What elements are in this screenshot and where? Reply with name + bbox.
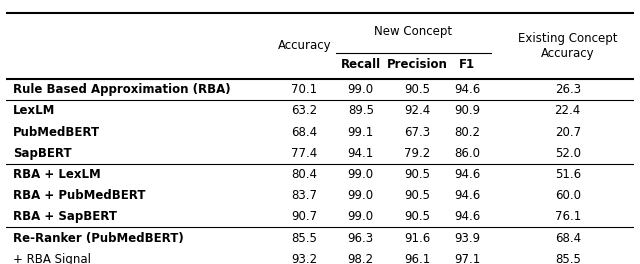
Text: Recall: Recall (340, 58, 381, 71)
Text: RBA + SapBERT: RBA + SapBERT (13, 210, 116, 223)
Text: 94.6: 94.6 (454, 168, 481, 181)
Text: 79.2: 79.2 (404, 147, 430, 160)
Text: 93.2: 93.2 (291, 253, 317, 264)
Text: Re-Ranker (PubMedBERT): Re-Ranker (PubMedBERT) (13, 232, 184, 244)
Text: PubMedBERT: PubMedBERT (13, 125, 100, 139)
Text: 22.4: 22.4 (555, 104, 581, 117)
Text: 76.1: 76.1 (555, 210, 581, 223)
Text: 99.0: 99.0 (348, 83, 374, 96)
Text: 94.6: 94.6 (454, 189, 481, 202)
Text: 20.7: 20.7 (555, 125, 581, 139)
Text: 67.3: 67.3 (404, 125, 430, 139)
Text: 85.5: 85.5 (555, 253, 580, 264)
Text: Existing Concept
Accuracy: Existing Concept Accuracy (518, 32, 618, 60)
Text: Accuracy: Accuracy (278, 40, 331, 53)
Text: 89.5: 89.5 (348, 104, 374, 117)
Text: 77.4: 77.4 (291, 147, 317, 160)
Text: 91.6: 91.6 (404, 232, 430, 244)
Text: 99.0: 99.0 (348, 210, 374, 223)
Text: 80.2: 80.2 (454, 125, 481, 139)
Text: 52.0: 52.0 (555, 147, 580, 160)
Text: 85.5: 85.5 (291, 232, 317, 244)
Text: 83.7: 83.7 (291, 189, 317, 202)
Text: 86.0: 86.0 (454, 147, 481, 160)
Text: 90.5: 90.5 (404, 210, 430, 223)
Text: 94.1: 94.1 (348, 147, 374, 160)
Text: 90.5: 90.5 (404, 189, 430, 202)
Text: 68.4: 68.4 (555, 232, 581, 244)
Text: 70.1: 70.1 (291, 83, 317, 96)
Text: 98.2: 98.2 (348, 253, 374, 264)
Text: Rule Based Approximation (RBA): Rule Based Approximation (RBA) (13, 83, 230, 96)
Text: 93.9: 93.9 (454, 232, 481, 244)
Text: 60.0: 60.0 (555, 189, 580, 202)
Text: 99.1: 99.1 (348, 125, 374, 139)
Text: SapBERT: SapBERT (13, 147, 71, 160)
Text: 26.3: 26.3 (555, 83, 581, 96)
Text: + RBA Signal: + RBA Signal (13, 253, 91, 264)
Text: 90.5: 90.5 (404, 168, 430, 181)
Text: 94.6: 94.6 (454, 83, 481, 96)
Text: 90.5: 90.5 (404, 83, 430, 96)
Text: RBA + PubMedBERT: RBA + PubMedBERT (13, 189, 145, 202)
Text: 51.6: 51.6 (555, 168, 581, 181)
Text: 96.1: 96.1 (404, 253, 430, 264)
Text: RBA + LexLM: RBA + LexLM (13, 168, 100, 181)
Text: 99.0: 99.0 (348, 189, 374, 202)
Text: 90.9: 90.9 (454, 104, 481, 117)
Text: Precision: Precision (387, 58, 447, 71)
Text: New Concept: New Concept (374, 25, 452, 37)
Text: 96.3: 96.3 (348, 232, 374, 244)
Text: LexLM: LexLM (13, 104, 55, 117)
Text: 63.2: 63.2 (291, 104, 317, 117)
Text: F1: F1 (460, 58, 476, 71)
Text: 99.0: 99.0 (348, 168, 374, 181)
Text: 90.7: 90.7 (291, 210, 317, 223)
Text: 80.4: 80.4 (291, 168, 317, 181)
Text: 92.4: 92.4 (404, 104, 430, 117)
Text: 94.6: 94.6 (454, 210, 481, 223)
Text: 68.4: 68.4 (291, 125, 317, 139)
Text: 97.1: 97.1 (454, 253, 481, 264)
